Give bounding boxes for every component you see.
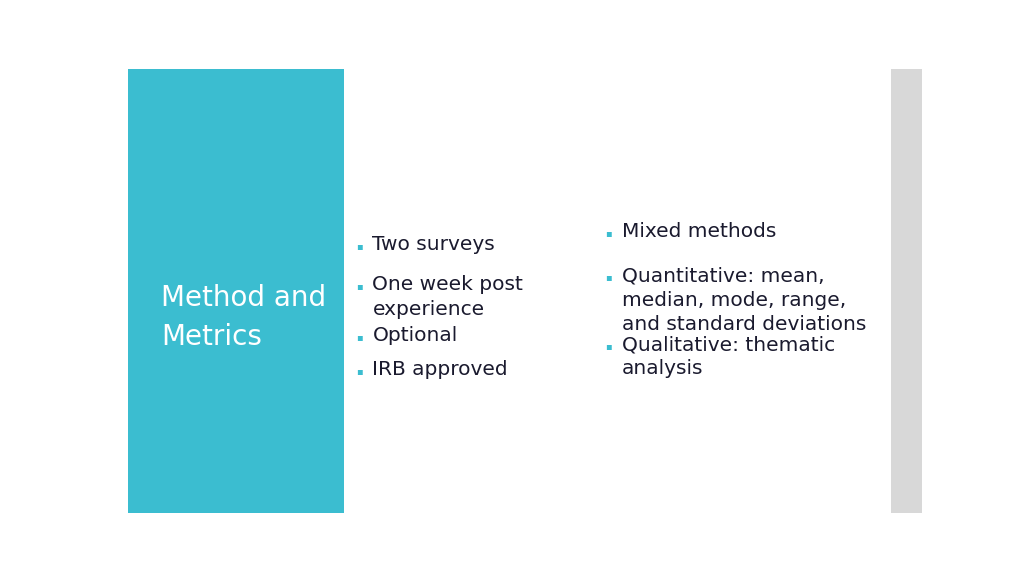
Text: ·: · (354, 359, 365, 388)
Text: ·: · (354, 236, 365, 263)
Text: ·: · (603, 267, 613, 294)
Text: ·: · (354, 275, 365, 304)
Text: Optional: Optional (373, 327, 458, 346)
Text: ·: · (354, 327, 365, 354)
Text: Method and
Metrics: Method and Metrics (162, 284, 327, 351)
Text: ·: · (603, 335, 613, 363)
Text: IRB approved: IRB approved (373, 359, 508, 378)
Text: Two surveys: Two surveys (373, 236, 496, 255)
Text: ·: · (603, 222, 613, 250)
Text: One week post
experience: One week post experience (373, 275, 523, 319)
Bar (892, 69, 922, 513)
Text: Qualitative: thematic
analysis: Qualitative: thematic analysis (622, 335, 835, 378)
Text: Mixed methods: Mixed methods (622, 222, 776, 241)
Text: Quantitative: mean,
median, mode, range,
and standard deviations: Quantitative: mean, median, mode, range,… (622, 267, 866, 334)
Bar (128, 69, 344, 513)
